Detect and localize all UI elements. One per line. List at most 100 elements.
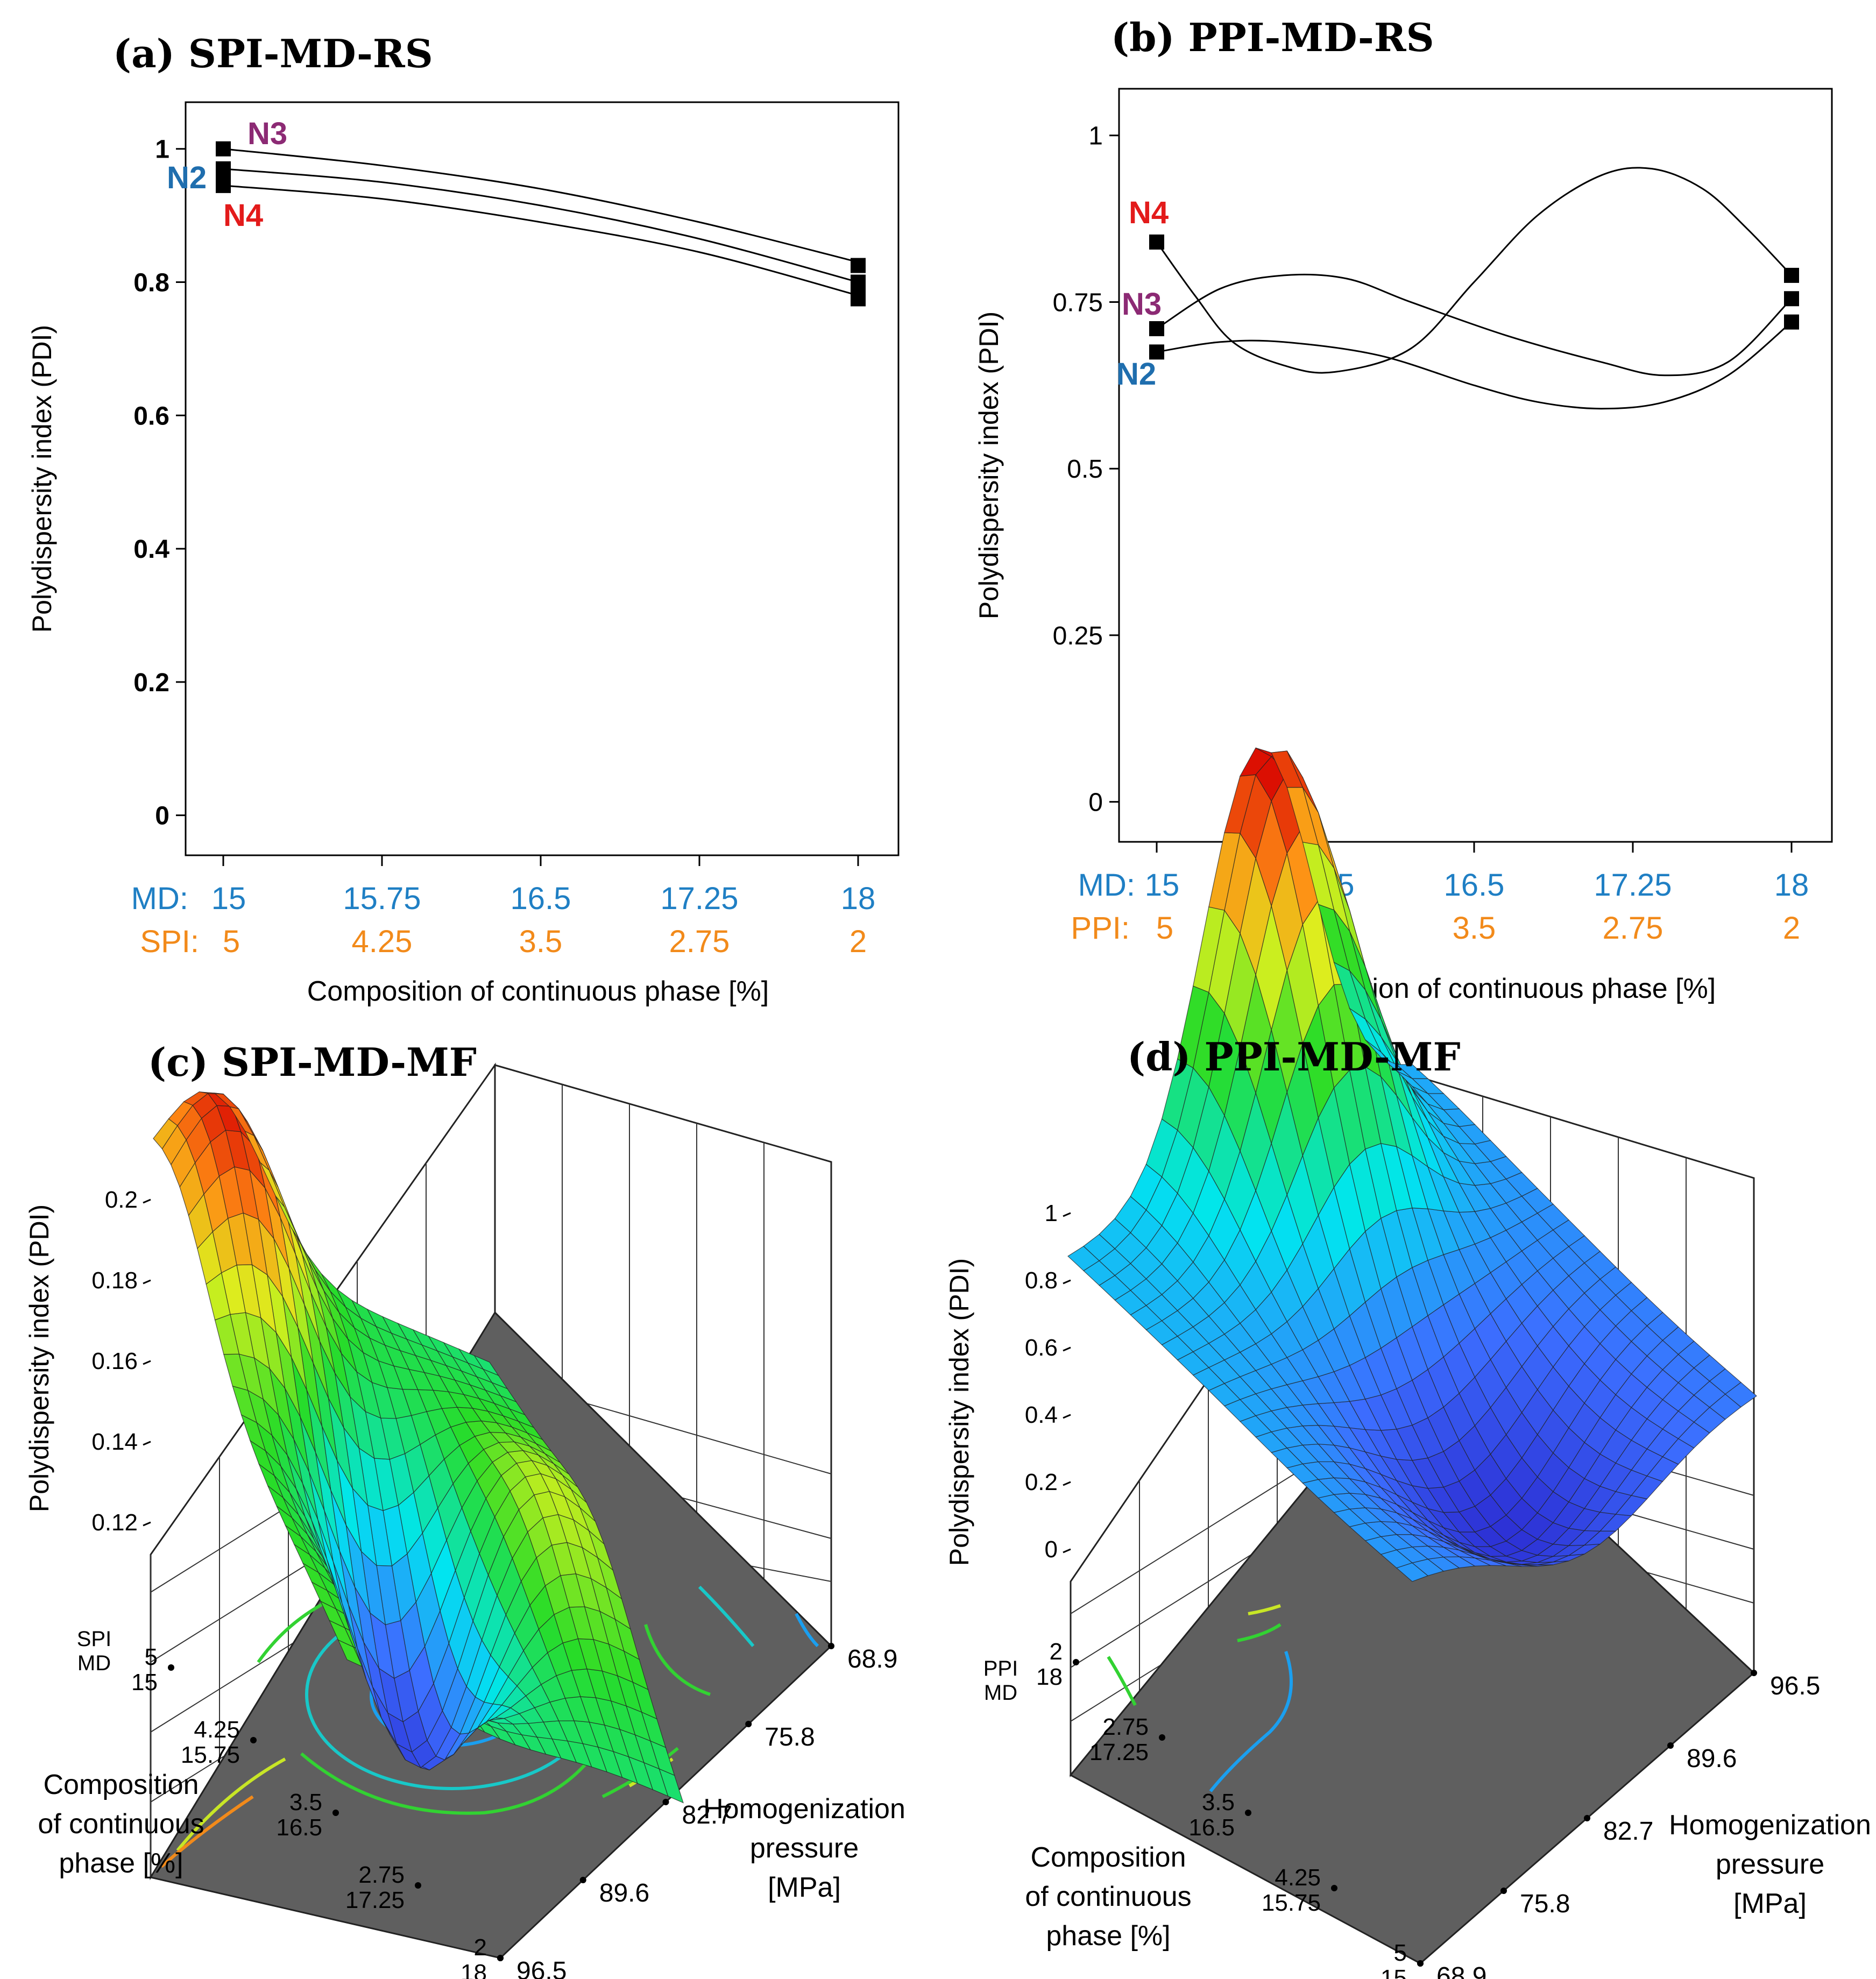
series-line-n3: [223, 148, 859, 263]
panel-a-x-axis-label: Composition of continuous phase [%]: [307, 976, 769, 1007]
pressure-tick-label: 89.6: [1687, 1744, 1737, 1773]
panel-d-floor-contours: [1107, 1604, 1293, 1792]
ytick-label: 0.6: [133, 402, 169, 430]
comp-tick-mark: [250, 1737, 257, 1743]
comp-tick-label-top: 5: [1394, 1940, 1407, 1966]
pressure-tick-label: 96.5: [1770, 1672, 1820, 1700]
panel-d-pressure-ticks: 68.9 75.8 82.7 89.6 96.5: [1417, 1670, 1820, 1979]
data-point-marker: [851, 291, 866, 307]
surface-cell: [153, 1118, 178, 1150]
panel-d-comp-head-ppi: PPI: [983, 1657, 1018, 1680]
panel-d-pressure-label-line3: [MPa]: [1733, 1888, 1807, 1919]
xtick-label: 17.25: [660, 881, 738, 916]
pressure-tick-mark: [497, 1955, 504, 1961]
ztick-label: 0.8: [1025, 1267, 1058, 1294]
ytick-label: 0.4: [133, 535, 169, 564]
data-point-marker: [216, 178, 231, 193]
panel-a-label-n2: N2: [167, 160, 207, 195]
series-line-n2: [223, 168, 859, 283]
panel-b-label-n4: N4: [1129, 195, 1169, 230]
pressure-tick-label: 68.9: [1436, 1962, 1486, 1979]
series-line-n3: [1156, 273, 1793, 377]
panel-b: (b) PPI-MD-RS 00.250.50.751 1515.7516.51…: [974, 15, 1833, 1004]
xtick-label: 3.5: [519, 924, 563, 959]
series-line-n2: [1156, 321, 1792, 410]
xtick-label: 17.25: [1594, 868, 1672, 903]
series-line-n4: [1156, 167, 1793, 374]
ztick-label: 0: [1045, 1536, 1058, 1563]
xtick-label: 4.25: [352, 924, 413, 959]
comp-tick-label-top: 2: [474, 1934, 487, 1961]
xtick-label: 18: [841, 881, 876, 916]
xtick-label: 2.75: [669, 924, 730, 959]
comp-tick-label-bottom: 18: [1036, 1664, 1063, 1690]
ztick-label: 0.2: [1025, 1469, 1058, 1495]
panel-b-label-n2: N2: [1116, 357, 1156, 392]
panel-a-x-ticks: 15 15.75 16.5 17.25 18 5 4.25 3.5 2.75 2: [211, 855, 876, 959]
xtick-label: 16.5: [511, 881, 571, 916]
xtick-label: 5: [1156, 911, 1173, 946]
comp-tick-label-top: 2.75: [1102, 1714, 1149, 1740]
panel-b-title: (b) PPI-MD-RS: [1111, 15, 1434, 60]
xtick-label: 3.5: [1453, 911, 1496, 946]
comp-tick-label-bottom: 15: [131, 1669, 158, 1696]
xtick-label: 18: [1774, 868, 1809, 903]
ztick-mark: [1063, 1548, 1071, 1554]
panel-d-z-ticks: 0 0.2 0.4 0.6 0.8 1: [1025, 1200, 1071, 1563]
panel-a-markers: [216, 141, 866, 307]
surface-cell: [1396, 1064, 1429, 1079]
ztick-label: 0.18: [91, 1267, 138, 1294]
comp-tick-label-bottom: 18: [461, 1960, 487, 1979]
ztick-mark: [143, 1279, 151, 1285]
ytick-label: 0.75: [1053, 288, 1103, 317]
ztick-label: 0.12: [91, 1509, 138, 1536]
panel-c-surface: [153, 1091, 684, 1804]
comp-tick-mark: [415, 1882, 421, 1889]
pressure-tick-mark: [1751, 1670, 1757, 1676]
pressure-tick-label: 96.5: [516, 1957, 567, 1979]
comp-tick-label-top: 4.25: [194, 1716, 240, 1743]
panel-d-comp-label-line2: of continuous: [1025, 1881, 1191, 1912]
pressure-tick-label: 75.8: [764, 1723, 815, 1751]
comp-tick-label-top: 3.5: [1202, 1789, 1235, 1815]
pressure-tick-label: 89.6: [599, 1879, 649, 1907]
pressure-tick-mark: [579, 1877, 586, 1883]
ztick-label: 0.16: [91, 1348, 138, 1374]
panel-b-y-axis-label: Polydispersity index (PDI): [974, 311, 1004, 619]
panel-a-label-n4: N4: [223, 198, 263, 233]
ztick-mark: [143, 1198, 151, 1204]
comp-tick-label-top: 5: [145, 1644, 158, 1670]
comp-tick-label-bottom: 16.5: [1188, 1814, 1235, 1841]
data-point-marker: [1149, 234, 1164, 250]
pressure-tick-mark: [1500, 1888, 1507, 1894]
comp-tick-mark: [1245, 1810, 1251, 1816]
panel-a-title: (a) SPI-MD-RS: [113, 31, 433, 76]
ytick-label: 0.2: [133, 669, 169, 697]
comp-tick-label-bottom: 17.25: [345, 1887, 405, 1913]
xtick-label: 15: [211, 881, 246, 916]
comp-tick-mark: [1331, 1885, 1337, 1891]
pressure-tick-mark: [1417, 1960, 1424, 1967]
comp-tick-label-bottom: 15.75: [1262, 1890, 1321, 1916]
pressure-tick-mark: [1667, 1742, 1674, 1749]
data-point-marker: [1149, 321, 1164, 337]
ztick-mark: [1063, 1279, 1071, 1285]
ztick-label: 0.6: [1025, 1335, 1058, 1361]
ztick-mark: [1063, 1414, 1071, 1419]
pressure-tick-label: 82.7: [1603, 1817, 1653, 1846]
xtick-label: 15: [1145, 868, 1180, 903]
ztick-label: 0.4: [1025, 1402, 1058, 1428]
comp-tick-label-bottom: 17.25: [1089, 1739, 1149, 1765]
series-line-n4: [223, 185, 859, 296]
panel-c-pressure-label-line1: Homogenization: [703, 1793, 905, 1825]
pressure-tick-label: 68.9: [847, 1645, 897, 1673]
pressure-tick-label: 82.7: [682, 1801, 732, 1829]
ztick-mark: [143, 1521, 151, 1527]
panel-b-curves: [1156, 167, 1793, 410]
pressure-tick-mark: [745, 1721, 752, 1727]
panel-b-md-row-label: MD:: [1078, 868, 1135, 903]
panel-d-comp-label-line3: phase [%]: [1046, 1920, 1170, 1952]
xtick-label: 15.75: [343, 881, 421, 916]
ztick-label: 1: [1045, 1200, 1058, 1226]
